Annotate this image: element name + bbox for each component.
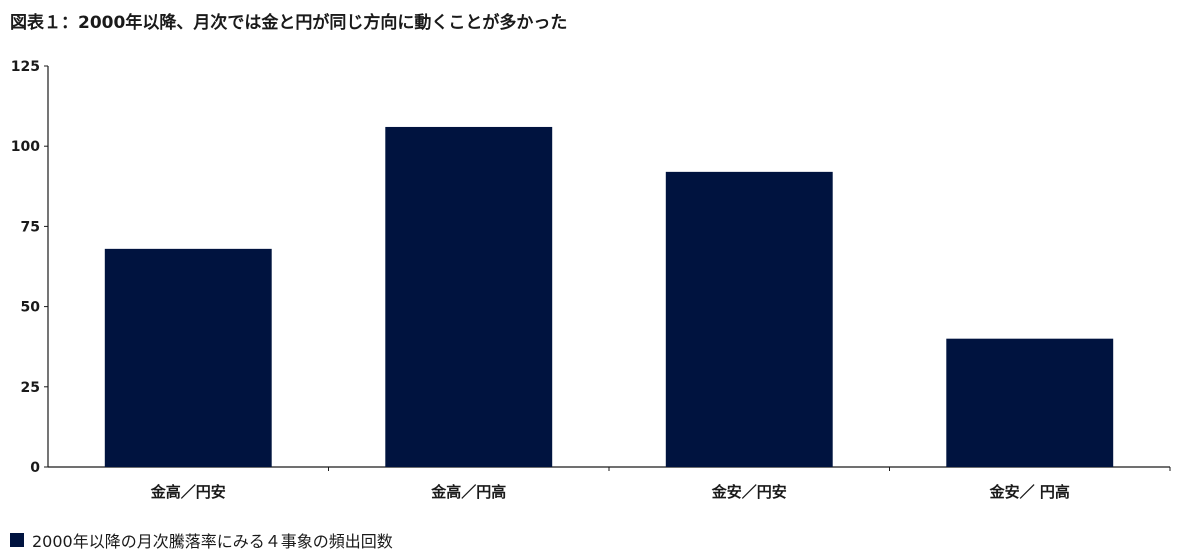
bar <box>946 338 1114 467</box>
y-tick-label: 125 <box>11 59 40 75</box>
x-tick-label: 金安／ 円高 <box>989 483 1070 501</box>
bar <box>385 126 553 468</box>
x-axis: 金高／円安 金高／円高 金安／円安 金安／ 円高 <box>48 466 1171 501</box>
legend-label: 2000年以降の月次騰落率にみる４事象の頻出回数 <box>32 532 393 551</box>
y-tick-label: 100 <box>11 139 40 155</box>
x-tick-label: 金高／円高 <box>430 483 506 501</box>
bars <box>104 126 1114 468</box>
y-tick-label: 50 <box>21 300 41 316</box>
y-tick-label: 0 <box>30 460 40 476</box>
y-tick-label: 25 <box>21 380 40 396</box>
x-tick-label: 金安／円安 <box>711 483 787 501</box>
bar-chart: 0 25 50 75 100 125 金高／円安 金高／円高 金安／円安 金安／ 円高 <box>11 59 1171 501</box>
chart-title: 図表１：2000年以降、月次では金と円が同じ方向に動くことが多かった <box>10 13 568 33</box>
legend-swatch <box>10 533 24 547</box>
bar <box>665 171 833 467</box>
bar <box>104 248 272 467</box>
y-tick-label: 75 <box>21 219 40 235</box>
legend: 2000年以降の月次騰落率にみる４事象の頻出回数 <box>10 528 393 552</box>
y-axis: 0 25 50 75 100 125 <box>11 59 49 476</box>
x-tick-label: 金高／円安 <box>150 483 226 501</box>
